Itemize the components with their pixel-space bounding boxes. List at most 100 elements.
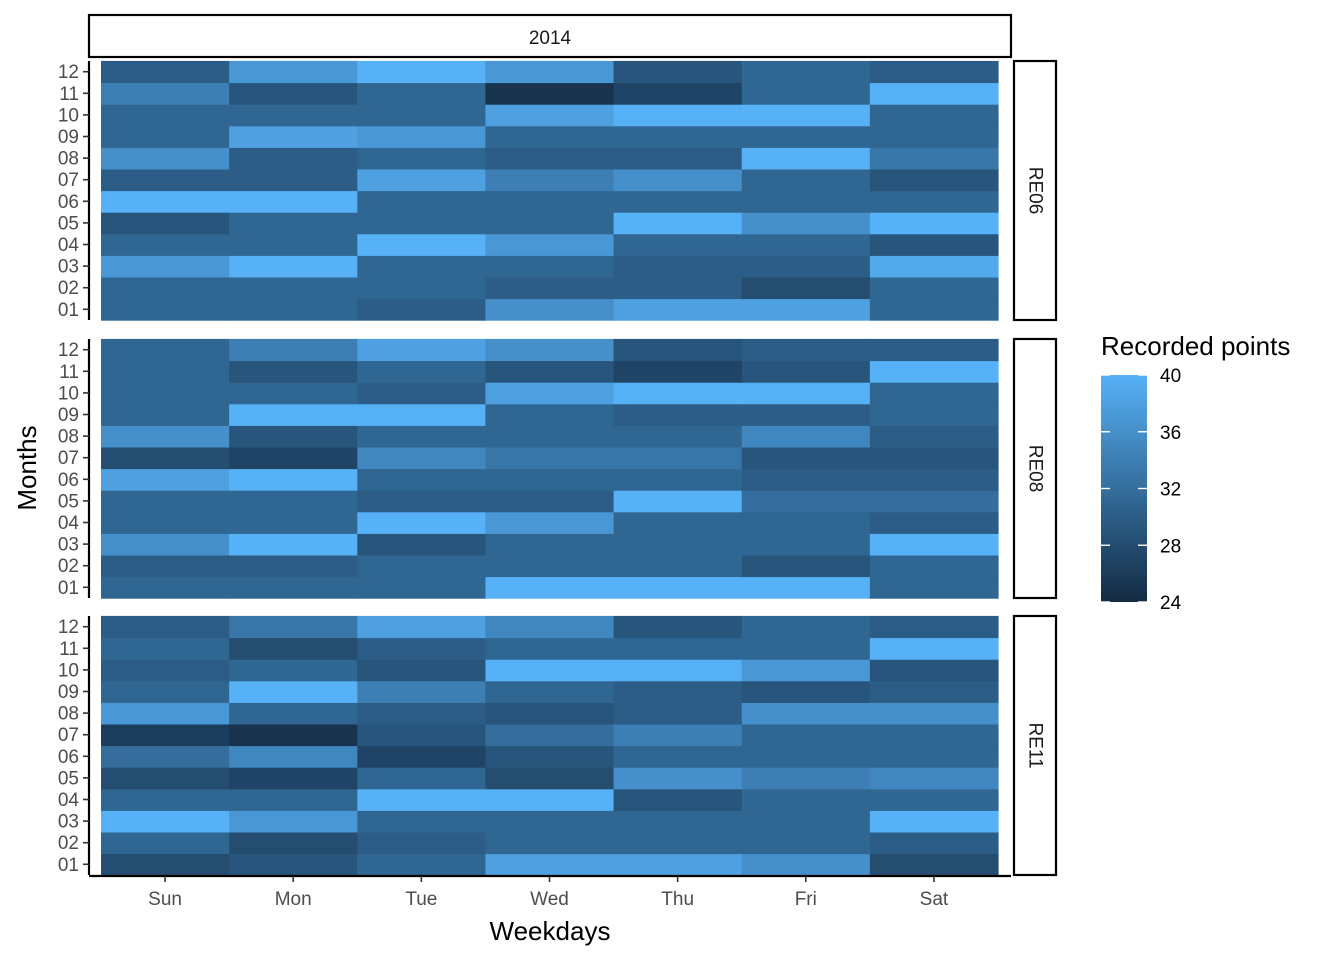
heatmap-cell-re11-12-tue (357, 615, 487, 639)
heatmap-cell-re06-02-tue (357, 276, 487, 300)
heatmap-cell-re11-06-tue (357, 745, 487, 768)
facet-strip-label: RE06 (1025, 167, 1046, 215)
heatmap-cell-re06-04-thu (613, 233, 743, 256)
heatmap-cell-re11-08-mon (229, 702, 358, 725)
heatmap-cell-re06-02-mon (229, 276, 358, 300)
heatmap-cell-re08-01-sat (869, 576, 999, 599)
heatmap-cell-re08-07-mon (229, 446, 358, 470)
heatmap-cell-re08-09-sun (101, 403, 230, 426)
heatmap-cell-re11-05-tue (357, 767, 487, 790)
heatmap-cell-re11-02-mon (229, 831, 358, 855)
heatmap-cell-re06-07-mon (229, 168, 358, 192)
heatmap-cell-re08-03-sun (101, 533, 230, 556)
heatmap-cell-re06-05-sun (101, 212, 230, 235)
top-strip-label: 2014 (529, 28, 572, 49)
heatmap-cell-re11-03-sun (101, 810, 230, 833)
heatmap-cell-re06-12-wed (485, 60, 615, 84)
heatmap-cell-re08-07-thu (613, 446, 743, 470)
heatmap-cell-re06-05-fri (741, 212, 871, 235)
y-tick-label: 11 (59, 84, 79, 105)
x-tick-label: Mon (275, 889, 312, 910)
heatmap-cell-re11-10-sun (101, 659, 230, 682)
heatmap-cell-re08-04-sun (101, 511, 230, 534)
heatmap-cell-re11-02-sun (101, 831, 230, 855)
legend-tick-label: 36 (1160, 423, 1181, 444)
heatmap-cell-re08-09-mon (229, 403, 358, 426)
y-tick-label: 03 (58, 812, 79, 833)
heatmap-cell-re06-01-thu (613, 298, 743, 321)
y-tick-label: 03 (58, 257, 79, 278)
heatmap-cell-re11-10-tue (357, 659, 487, 682)
heatmap-cell-re08-06-fri (741, 468, 871, 491)
heatmap-cell-re11-01-sat (869, 853, 999, 876)
heatmap-cell-re08-03-mon (229, 533, 358, 556)
legend-tick-label: 28 (1160, 536, 1181, 557)
heatmap-cell-re08-03-sat (869, 533, 999, 556)
heatmap-cell-re06-09-mon (229, 125, 358, 148)
y-tick-label: 04 (58, 513, 80, 534)
heatmap-cell-re08-12-mon (229, 338, 358, 362)
heatmap-cell-re08-12-thu (613, 338, 743, 362)
heatmap-cell-re06-01-sun (101, 298, 230, 321)
y-tick-label: 09 (58, 405, 79, 426)
heatmap-cell-re08-05-fri (741, 490, 871, 513)
heatmap-cell-re11-09-sun (101, 680, 230, 703)
heatmap-cell-re08-11-thu (613, 360, 743, 383)
heatmap-cell-re06-03-tue (357, 255, 487, 278)
heatmap-cell-re06-08-thu (613, 147, 743, 170)
y-tick-label: 11 (59, 639, 79, 660)
heatmap-cell-re08-12-fri (741, 338, 871, 362)
y-tick-label: 06 (58, 747, 79, 768)
heatmap-cell-re08-10-thu (613, 382, 743, 405)
y-tick-label: 06 (58, 470, 79, 491)
heatmap-cell-re11-05-thu (613, 767, 743, 790)
heatmap-cell-re06-02-sat (869, 276, 999, 300)
heatmap-cell-re06-05-thu (613, 212, 743, 235)
heatmap-cell-re06-06-sun (101, 190, 230, 213)
heatmap-cell-re11-08-sat (869, 702, 999, 725)
x-tick-label: Fri (795, 889, 817, 910)
heatmap-cell-re06-09-wed (485, 125, 615, 148)
heatmap-cell-re08-02-tue (357, 554, 487, 578)
heatmap-cell-re11-01-mon (229, 853, 358, 876)
heatmap-cell-re11-01-sun (101, 853, 230, 876)
y-tick-label: 11 (59, 362, 79, 383)
heatmap-cell-re11-12-fri (741, 615, 871, 639)
heatmap-cell-re06-03-fri (741, 255, 871, 278)
heatmap-cell-re06-06-tue (357, 190, 487, 213)
heatmap-cell-re11-01-fri (741, 853, 871, 876)
heatmap-cell-re06-12-tue (357, 60, 487, 84)
heatmap-cell-re06-06-fri (741, 190, 871, 213)
heatmap-cell-re11-07-wed (485, 723, 615, 747)
heatmap-cell-re08-08-tue (357, 425, 487, 448)
heatmap-cell-re08-08-wed (485, 425, 615, 448)
heatmap-cell-re08-10-sun (101, 382, 230, 405)
heatmap-cell-re06-06-mon (229, 190, 358, 213)
heatmap-cell-re08-07-sat (869, 446, 999, 470)
heatmap-cell-re06-02-thu (613, 276, 743, 300)
heatmap-cell-re06-09-fri (741, 125, 871, 148)
heatmap-cell-re11-11-sun (101, 637, 230, 660)
y-tick-label: 08 (58, 427, 79, 448)
heatmap-cell-re11-03-tue (357, 810, 487, 833)
heatmap-cell-re06-07-wed (485, 168, 615, 192)
heatmap-cell-re06-03-sat (869, 255, 999, 278)
y-tick-label: 10 (58, 383, 79, 404)
heatmap-cell-re06-10-sun (101, 104, 230, 127)
heatmap-cell-re08-09-fri (741, 403, 871, 426)
heatmap-cell-re11-04-sun (101, 788, 230, 811)
heatmap-cell-re11-11-mon (229, 637, 358, 660)
facet-strip (1012, 337, 1058, 600)
heatmap-cell-re08-03-thu (613, 533, 743, 556)
heatmap-cell-re06-04-wed (485, 233, 615, 256)
legend-title: Recorded points (1101, 331, 1290, 361)
heatmap-cell-re06-09-sun (101, 125, 230, 148)
heatmap-cell-re08-11-fri (741, 360, 871, 383)
heatmap-cell-re06-11-sat (869, 82, 999, 105)
y-axis-title: Months (12, 425, 42, 510)
x-tick-label: Wed (530, 889, 569, 910)
heatmap-cell-re08-05-thu (613, 490, 743, 513)
heatmap-cell-re06-04-fri (741, 233, 871, 256)
heatmap-cell-re08-09-thu (613, 403, 743, 426)
